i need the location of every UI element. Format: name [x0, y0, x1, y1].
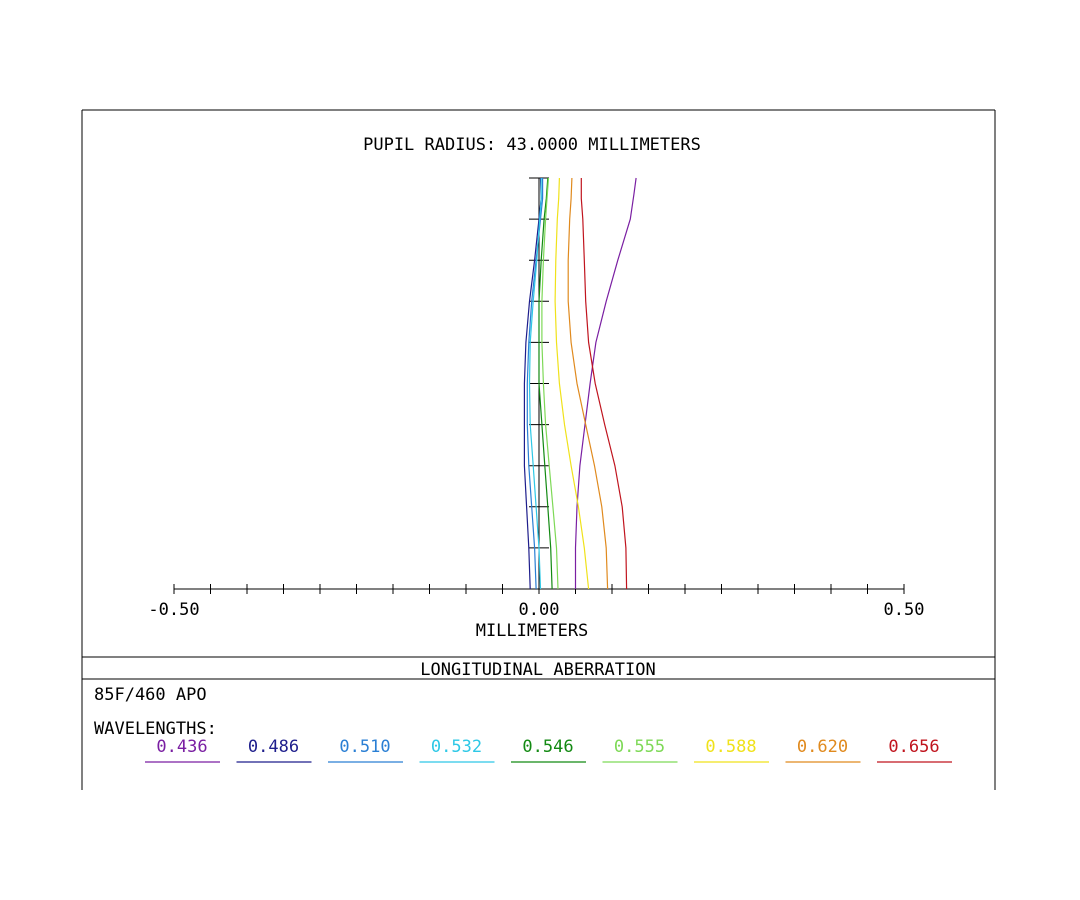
- wavelengths-label: WAVELENGTHS:: [94, 719, 217, 739]
- legend-label-0.555: 0.555: [614, 737, 665, 757]
- curve-0.546: [538, 177, 553, 590]
- legend-label-0.546: 0.546: [522, 737, 573, 757]
- x-tick-label: 0.50: [884, 600, 925, 620]
- legend-label-0.510: 0.510: [339, 737, 390, 757]
- chart-title: PUPIL RADIUS: 43.0000 MILLIMETERS: [363, 135, 701, 155]
- curve-0.620: [567, 177, 609, 590]
- x-tick-label: 0.00: [519, 600, 560, 620]
- curve-0.555: [541, 177, 559, 590]
- legend-label-0.436: 0.436: [156, 737, 207, 757]
- curve-0.510: [526, 178, 544, 590]
- legend-label-0.532: 0.532: [431, 737, 482, 757]
- x-axis-label: MILLIMETERS: [476, 621, 589, 641]
- curve-0.436: [574, 177, 637, 589]
- design-name: 85F/460 APO: [94, 685, 207, 705]
- legend-label-0.620: 0.620: [797, 737, 848, 757]
- curve-0.588: [554, 177, 590, 590]
- x-axis: -0.50 0.00 0.50: [148, 584, 924, 620]
- aberration-curves: [523, 177, 637, 590]
- x-tick-label: -0.50: [148, 600, 199, 620]
- legend-label-0.656: 0.656: [888, 737, 939, 757]
- curve-0.656: [580, 178, 628, 590]
- plot-frame: [81, 109, 996, 790]
- curve-0.532: [528, 178, 542, 590]
- legend-label-0.486: 0.486: [248, 737, 299, 757]
- wavelength-legend: 0.436 0.486 0.510 0.532 0.546 0.555 0.588 0.620…: [145, 737, 952, 763]
- legend-label-0.588: 0.588: [705, 737, 756, 757]
- plot-type-label: LONGITUDINAL ABERRATION: [420, 660, 655, 680]
